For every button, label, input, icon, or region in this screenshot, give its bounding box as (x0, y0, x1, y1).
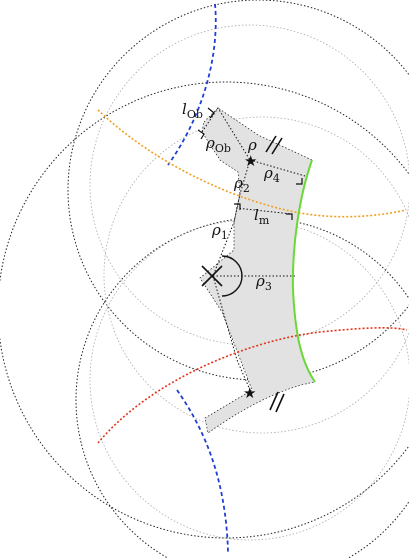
right-angle-marker-rho4 (296, 178, 303, 185)
label-l-m-sub: m (259, 214, 270, 227)
double-tick-bottom (269, 391, 285, 413)
label-rho1: ρ1 (211, 221, 228, 242)
inner-circle-top (89, 24, 409, 346)
label-rho1-main: ρ (211, 221, 221, 239)
label-rho-small: ρ (247, 136, 257, 154)
label-rho4-sub: 4 (273, 172, 280, 185)
green-geodesic (291, 159, 316, 383)
label-rho-ob: ρOb (205, 134, 231, 155)
label-l-m-main: l (254, 206, 259, 224)
label-rho1-sub: 1 (221, 229, 228, 242)
label-rho-small-main: ρ (247, 136, 257, 154)
label-rho-ob-main: ρ (205, 134, 215, 152)
big-circle-bottom (75, 217, 409, 558)
path-segment-lower (212, 275, 251, 391)
star-marker-top: ★ (244, 152, 257, 170)
label-rho4: ρ4 (263, 164, 280, 185)
cross-marker (201, 265, 223, 287)
big-circle-left (0, 81, 409, 539)
label-rho2-main: ρ (233, 174, 243, 192)
orange-geodesic (97, 109, 407, 218)
label-rho-ob-sub: Ob (215, 142, 231, 155)
double-tick-top (265, 135, 283, 155)
blue-geodesic-bottom (176, 389, 229, 553)
label-l-ob: lOb (182, 100, 203, 121)
label-rho2-sub: 2 (243, 182, 250, 195)
blue-geodesic-top (167, 3, 217, 166)
path-segment-top (201, 107, 251, 161)
right-angle-marker-obs (197, 129, 205, 140)
star-marker-bottom: ★ (243, 384, 256, 402)
path-segment-lm (235, 207, 293, 215)
right-angle-marker-rho2 (234, 203, 241, 210)
right-angle-marker-top (207, 107, 215, 119)
path-segment-rho4 (249, 159, 306, 177)
right-angle-marker-lm (286, 213, 293, 220)
angle-arc-cross (221, 255, 243, 297)
label-rho2: ρ2 (233, 174, 250, 195)
red-geodesic (97, 327, 408, 444)
label-rho3: ρ3 (255, 272, 272, 293)
label-rho3-sub: 3 (265, 280, 272, 293)
label-l-ob-sub: Ob (187, 108, 203, 121)
label-l-ob-main: l (182, 100, 187, 118)
label-rho3-main: ρ (255, 272, 265, 290)
label-l-m: lm (254, 206, 270, 227)
label-rho4-main: ρ (263, 164, 273, 182)
